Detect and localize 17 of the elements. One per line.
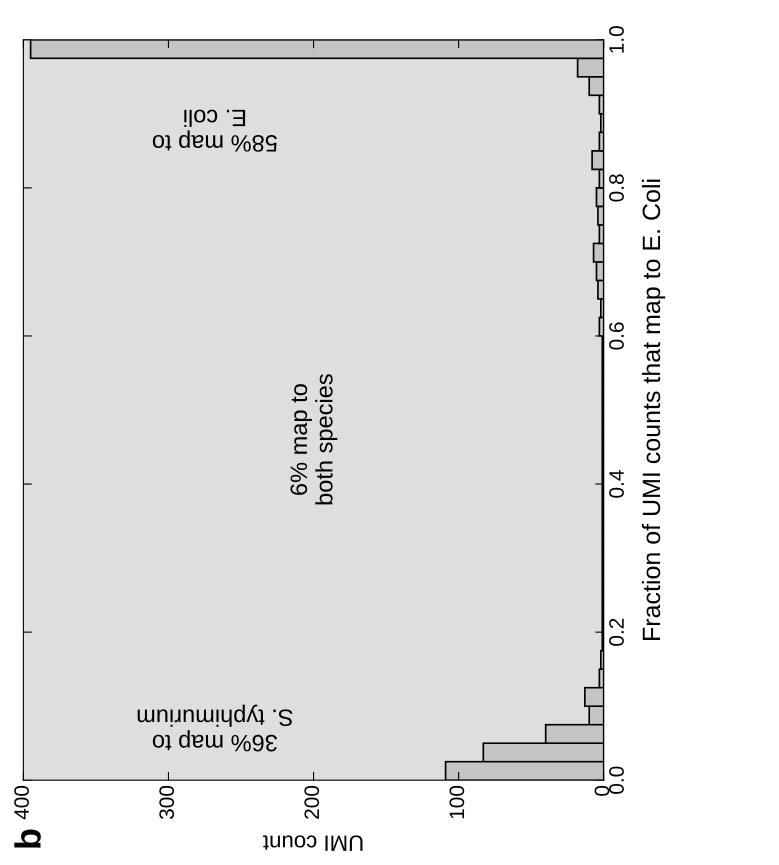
annotation: 36% map to S. typhimurium	[138, 704, 293, 752]
annotation: 58% map to E. coli	[152, 110, 277, 152]
y-tick-label: 0.2	[609, 618, 624, 646]
y-tick-label: 0.0	[609, 766, 624, 794]
y-tick-label: 0.6	[609, 322, 624, 350]
x-tick-label: 300	[159, 786, 174, 820]
x-tick-label: 100	[449, 786, 464, 818]
y-axis-title: Fraction of UMI counts that map to E. Coli	[642, 180, 666, 640]
y-tick-label: 0.4	[609, 470, 624, 498]
x-axis-title: UMI count	[263, 835, 362, 851]
annotation: 6% map to both species	[290, 374, 338, 504]
x-tick-label: 0	[594, 786, 610, 796]
x-tick-label: 400	[14, 786, 29, 820]
x-tick-label: 200	[304, 786, 320, 819]
y-tick-label: 1.0	[609, 26, 624, 53]
text: b	[14, 830, 41, 848]
y-tick-label: 0.8	[609, 174, 624, 202]
